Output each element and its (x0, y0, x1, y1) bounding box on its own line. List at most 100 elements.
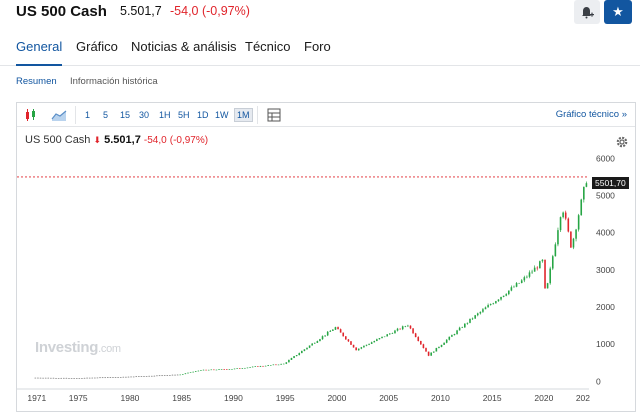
candle-body (83, 377, 86, 379)
interval-1d[interactable]: 1D (197, 110, 209, 120)
alert-button[interactable] (574, 0, 600, 24)
candle-body (220, 369, 223, 370)
table-icon[interactable] (266, 107, 282, 123)
candle-body (562, 212, 564, 218)
candle-body (99, 377, 101, 379)
candle-body (257, 366, 259, 367)
x-tick-label: 1975 (69, 393, 88, 403)
candle-body (363, 345, 365, 348)
tab-general[interactable]: General (16, 39, 63, 66)
x-tick-label: 1971 (27, 393, 46, 403)
candle-body (130, 376, 132, 378)
candle-body (246, 367, 249, 369)
candle-body (285, 362, 288, 364)
candle-body (94, 377, 96, 379)
candle-body (420, 340, 422, 345)
candle-body (189, 372, 192, 373)
candle-body (125, 376, 127, 378)
candle-body (378, 338, 381, 340)
candle-body (554, 244, 557, 257)
candle-body (570, 231, 572, 248)
tab-foro[interactable]: Foro (304, 39, 331, 54)
candle-body (368, 343, 370, 345)
candle-body (272, 364, 275, 366)
y-tick-label: 4000 (596, 228, 615, 238)
technical-chart-link[interactable]: Gráfico técnico » (555, 109, 627, 120)
candle-body (510, 287, 513, 291)
investing-watermark: Investing.com (35, 339, 121, 356)
candle-body (236, 368, 238, 369)
candle-body (254, 366, 257, 367)
candle-body (280, 363, 282, 365)
x-tick-label: 2020 (534, 393, 553, 403)
x-tick-label: 1985 (172, 393, 191, 403)
y-tick-label: 0 (596, 376, 601, 386)
candle-body (88, 377, 91, 379)
candle-body (104, 377, 107, 379)
y-tick-label: 1000 (596, 339, 615, 349)
price-chart[interactable]: 6000 5000 4000 3000 2000 1000 0 1971 1975 1980 198… (17, 103, 635, 411)
candle-body (295, 355, 298, 357)
y-tick-label: 6000 (596, 153, 615, 163)
candle-body (445, 339, 448, 343)
candle-body (267, 365, 269, 366)
candle-body (301, 350, 303, 354)
interval-30[interactable]: 30 (139, 110, 150, 120)
candle-body (417, 337, 420, 341)
candle-body (401, 326, 404, 330)
double-chevron-right-icon: » (621, 109, 627, 120)
interval-15[interactable]: 15 (120, 110, 131, 120)
candle-body (329, 330, 332, 332)
candle-body (57, 377, 60, 379)
candle-body (482, 309, 484, 312)
tab-tecnico[interactable]: Técnico (245, 39, 291, 54)
candle-body (337, 327, 339, 330)
tab-grafico[interactable]: Gráfico (76, 39, 118, 54)
x-tick-label: 1990 (224, 393, 243, 403)
interval-1h[interactable]: 1H (159, 110, 171, 120)
candle-body (44, 377, 47, 379)
candle-body (143, 376, 145, 377)
interval-1[interactable]: 1 (85, 110, 91, 120)
last-price-tag: 5501,70 (592, 177, 629, 189)
candle-body (47, 377, 50, 379)
gear-icon[interactable] (615, 135, 629, 149)
candle-body (225, 369, 228, 370)
candle-body (350, 341, 352, 345)
candle-body (370, 342, 373, 344)
candle-body (106, 377, 109, 378)
candle-body (520, 280, 523, 283)
candle-body (373, 341, 376, 343)
candle-body (202, 369, 205, 371)
subtab-informacion-historica[interactable]: Información histórica (70, 76, 158, 87)
candle-body (399, 328, 401, 330)
interval-5h[interactable]: 5H (178, 110, 190, 120)
tab-noticias[interactable]: Noticias & análisis (131, 39, 237, 54)
interval-1w[interactable]: 1W (215, 110, 229, 120)
candle-body (50, 377, 52, 379)
interval-5[interactable]: 5 (103, 110, 109, 120)
candle-body (518, 282, 520, 284)
candle-body (484, 307, 487, 310)
candle-body (161, 375, 163, 377)
candle-body (114, 377, 117, 378)
candle-body (210, 369, 213, 371)
area-chart-icon[interactable] (51, 107, 67, 123)
candle-body (357, 348, 360, 351)
candle-body (438, 346, 440, 348)
candle-body (73, 378, 75, 379)
candle-body (407, 325, 409, 327)
candlestick-icon[interactable] (23, 107, 39, 123)
candle-body (432, 351, 435, 353)
candle-body (150, 375, 153, 377)
candle-body (396, 328, 399, 331)
candle-body (326, 331, 329, 336)
down-arrow-icon: ⬇ (93, 135, 102, 145)
subtab-resumen[interactable]: Resumen (16, 76, 57, 87)
candle-body (352, 344, 355, 348)
candle-body (65, 377, 68, 379)
candle-body (456, 330, 458, 335)
watchlist-button[interactable]: ★ (604, 0, 632, 24)
candle-body (551, 256, 554, 269)
interval-1m[interactable]: 1M (234, 108, 253, 122)
